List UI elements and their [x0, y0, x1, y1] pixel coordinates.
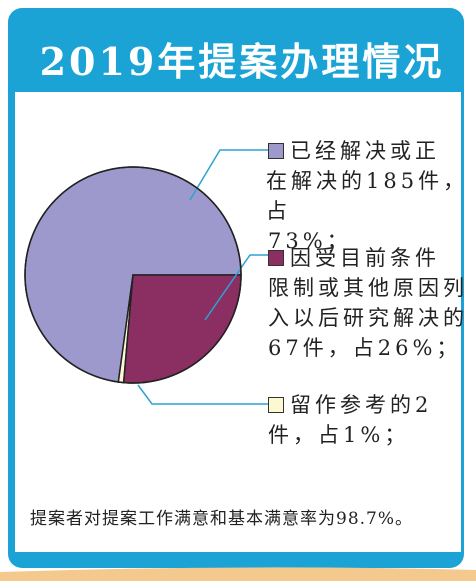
- legend-resolved-line3: 73%；: [268, 229, 352, 253]
- legend-reference-line1: 留作参考的2: [290, 393, 433, 417]
- legend-later-line4: 67件，占26%；: [268, 336, 462, 360]
- leader-line-resolved: [189, 149, 282, 201]
- legend-resolved-line1: 已经解决或正: [290, 139, 440, 163]
- leader-line-reference: [137, 384, 282, 405]
- legend-later-line2: 限制或其他原因列: [268, 276, 468, 300]
- legend-swatch-reference: [268, 397, 284, 413]
- legend-later-line1: 因受目前条件: [290, 246, 440, 270]
- legend-resolved-line2: 在解决的185件，占: [266, 169, 469, 223]
- legend-item-reference: 留作参考的2 件，占1%；: [268, 390, 432, 450]
- pie-outline: [24, 166, 242, 384]
- legend-item-later: 因受目前条件 限制或其他原因列 入以后研究解决的 67件，占26%；: [268, 243, 468, 363]
- legend-swatch-resolved: [268, 143, 284, 159]
- pie-slice-later: [122, 274, 242, 384]
- legend-reference-line2: 件，占1%；: [268, 423, 410, 447]
- chart-title: 2019年提案办理情况: [39, 39, 445, 84]
- bottom-swoosh: [0, 567, 476, 581]
- legend-item-resolved: 已经解决或正 在解决的185件，占 73%；: [266, 136, 476, 256]
- satisfaction-note: 提案者对提案工作满意和基本满意率为98.7%。: [30, 509, 414, 529]
- legend-swatch-later: [268, 250, 284, 266]
- legend-later-line3: 入以后研究解决的: [268, 306, 468, 330]
